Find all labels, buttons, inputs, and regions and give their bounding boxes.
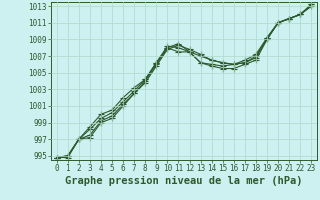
X-axis label: Graphe pression niveau de la mer (hPa): Graphe pression niveau de la mer (hPa) bbox=[65, 176, 303, 186]
